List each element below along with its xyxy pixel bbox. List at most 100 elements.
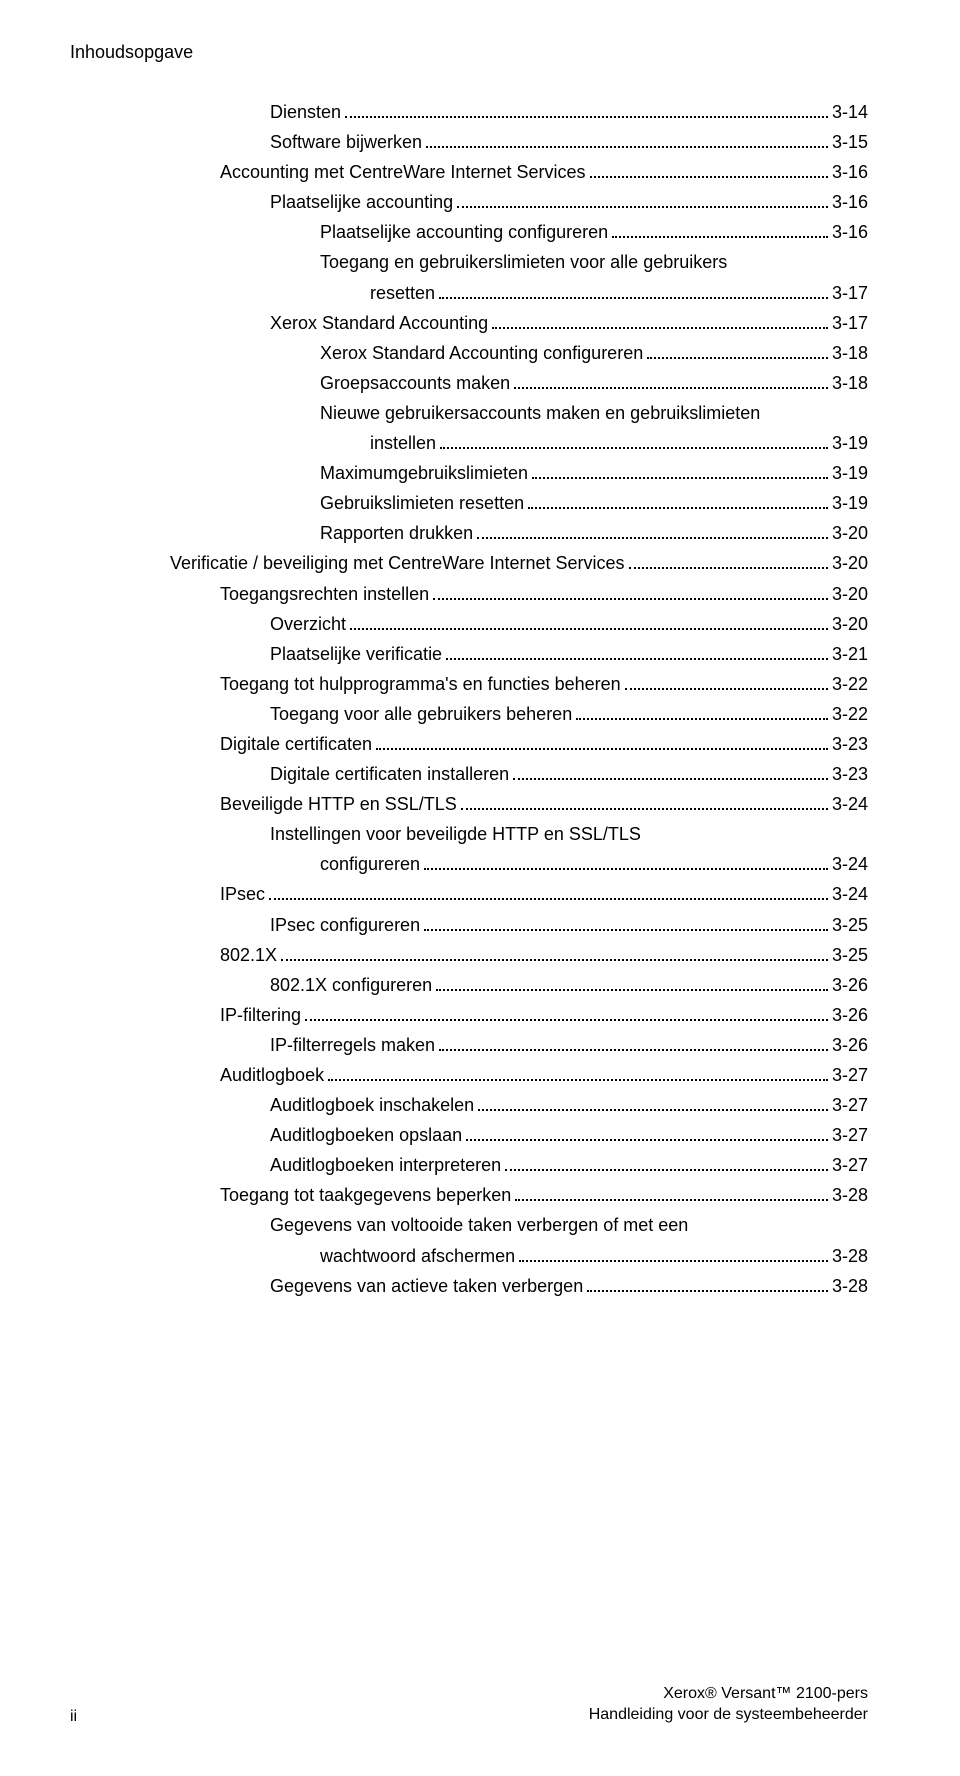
toc-entry-page: 3-24 (832, 881, 868, 907)
toc-entry-title: Xerox Standard Accounting (270, 310, 488, 336)
running-head: Inhoudsopgave (70, 42, 868, 63)
toc-entry-page: 3-19 (832, 430, 868, 456)
toc-entry-title: 802.1X (220, 942, 277, 968)
toc-entry-title: Overzicht (270, 611, 346, 637)
toc-entry-page: 3-26 (832, 972, 868, 998)
toc-entry-page: 3-20 (832, 520, 868, 546)
toc-entry: Auditlogboeken interpreteren3-27 (70, 1152, 868, 1178)
toc-entry-title: configureren (320, 851, 420, 877)
toc-entry-page: 3-25 (832, 942, 868, 968)
toc-leader (328, 1065, 828, 1081)
toc-leader (513, 764, 828, 780)
toc-entry: Digitale certificaten installeren3-23 (70, 761, 868, 787)
toc-entry-page: 3-20 (832, 550, 868, 576)
toc-entry-title: wachtwoord afschermen (320, 1243, 515, 1269)
footer-product-line2: Handleiding voor de systeembeheerder (589, 1705, 868, 1726)
toc-entry-title: 802.1X configureren (270, 972, 432, 998)
toc-entry: IP-filterregels maken 3-26 (70, 1032, 868, 1058)
toc-leader (515, 1185, 828, 1201)
toc-entry-page: 3-20 (832, 611, 868, 637)
toc-entry-continuation: resetten3-17 (70, 280, 868, 306)
toc-entry-title: Gegevens van actieve taken verbergen (270, 1273, 583, 1299)
toc-leader (478, 1095, 828, 1111)
toc-entry-title: Auditlogboek (220, 1062, 324, 1088)
toc-entry: Toegangsrechten instellen3-20 (70, 581, 868, 607)
toc-leader (281, 944, 828, 960)
toc-entry-page: 3-16 (832, 159, 868, 185)
toc-entry: Auditlogboek inschakelen3-27 (70, 1092, 868, 1118)
toc-leader (477, 523, 828, 539)
toc-entry-title: IP-filtering (220, 1002, 301, 1028)
toc-entry-page: 3-28 (832, 1243, 868, 1269)
toc-entry-title: Beveiligde HTTP en SSL/TLS (220, 791, 457, 817)
toc-entry-title: instellen (370, 430, 436, 456)
toc-leader (345, 102, 828, 118)
toc-entry: 802.1X 3-25 (70, 942, 868, 968)
toc-entry: Toegang tot hulpprogramma's en functies … (70, 671, 868, 697)
toc-entry: Toegang en gebruikerslimieten voor alle … (70, 249, 868, 275)
toc-entry-title: Instellingen voor beveiligde HTTP en SSL… (270, 821, 641, 847)
toc-entry-title: Diensten (270, 99, 341, 125)
toc-entry: Gebruikslimieten resetten3-19 (70, 490, 868, 516)
toc-leader (305, 1005, 828, 1021)
toc-leader (466, 1125, 828, 1141)
toc-entry-page: 3-22 (832, 701, 868, 727)
toc-entry: Instellingen voor beveiligde HTTP en SSL… (70, 821, 868, 847)
toc-entry-continuation: instellen 3-19 (70, 430, 868, 456)
toc-entry: Groepsaccounts maken 3-18 (70, 370, 868, 396)
toc-entry: Toegang tot taakgegevens beperken 3-28 (70, 1182, 868, 1208)
toc-leader (576, 704, 828, 720)
toc-entry-title: Toegangsrechten instellen (220, 581, 429, 607)
toc-entry-title: resetten (370, 280, 435, 306)
toc-leader (625, 674, 828, 690)
toc-entry: 802.1X configureren 3-26 (70, 972, 868, 998)
toc-leader (629, 553, 828, 569)
toc-leader (439, 1035, 828, 1051)
toc-entry: Auditlogboeken opslaan3-27 (70, 1122, 868, 1148)
toc-entry-page: 3-26 (832, 1032, 868, 1058)
toc-entry-page: 3-21 (832, 641, 868, 667)
toc-entry-page: 3-24 (832, 791, 868, 817)
toc-entry-title: Gebruikslimieten resetten (320, 490, 524, 516)
toc-leader (426, 132, 828, 148)
toc-leader (528, 493, 828, 509)
toc-entry-page: 3-17 (832, 310, 868, 336)
toc-entry-page: 3-28 (832, 1273, 868, 1299)
toc-entry-page: 3-27 (832, 1152, 868, 1178)
toc-entry: Verificatie / beveiliging met CentreWare… (70, 550, 868, 576)
toc-entry-title: Groepsaccounts maken (320, 370, 510, 396)
toc-leader (647, 343, 828, 359)
toc-leader (433, 583, 828, 599)
toc-entry: Maximumgebruikslimieten3-19 (70, 460, 868, 486)
footer-product-line1: Xerox® Versant™ 2100-pers (589, 1684, 868, 1705)
toc-leader (505, 1155, 828, 1171)
toc-entry: IP-filtering3-26 (70, 1002, 868, 1028)
toc-leader (439, 282, 828, 298)
toc-leader (424, 854, 828, 870)
toc-entry: Accounting met CentreWare Internet Servi… (70, 159, 868, 185)
toc-entry-page: 3-22 (832, 671, 868, 697)
toc-entry-title: Verificatie / beveiliging met CentreWare… (170, 550, 625, 576)
toc-leader (446, 644, 828, 660)
toc-entry: Software bijwerken3-15 (70, 129, 868, 155)
toc-entry-title: Auditlogboeken opslaan (270, 1122, 462, 1148)
toc-entry-page: 3-23 (832, 761, 868, 787)
toc-leader (519, 1245, 828, 1261)
toc-entry-title: Plaatselijke accounting (270, 189, 453, 215)
toc-entry-title: Plaatselijke accounting configureren (320, 219, 608, 245)
toc-entry-page: 3-16 (832, 219, 868, 245)
toc-entry-page: 3-14 (832, 99, 868, 125)
toc-entry-title: Software bijwerken (270, 129, 422, 155)
toc-entry-page: 3-27 (832, 1092, 868, 1118)
toc-entry-page: 3-18 (832, 340, 868, 366)
toc-entry-title: Toegang tot taakgegevens beperken (220, 1182, 511, 1208)
toc-leader (376, 734, 828, 750)
toc-entry: Rapporten drukken3-20 (70, 520, 868, 546)
toc-entry: Diensten 3-14 (70, 99, 868, 125)
toc-entry-page: 3-28 (832, 1182, 868, 1208)
toc-entry-title: IP-filterregels maken (270, 1032, 435, 1058)
toc-entry: Beveiligde HTTP en SSL/TLS 3-24 (70, 791, 868, 817)
toc-leader (532, 463, 828, 479)
toc-entry-title: IPsec configureren (270, 912, 420, 938)
toc-entry-page: 3-18 (832, 370, 868, 396)
